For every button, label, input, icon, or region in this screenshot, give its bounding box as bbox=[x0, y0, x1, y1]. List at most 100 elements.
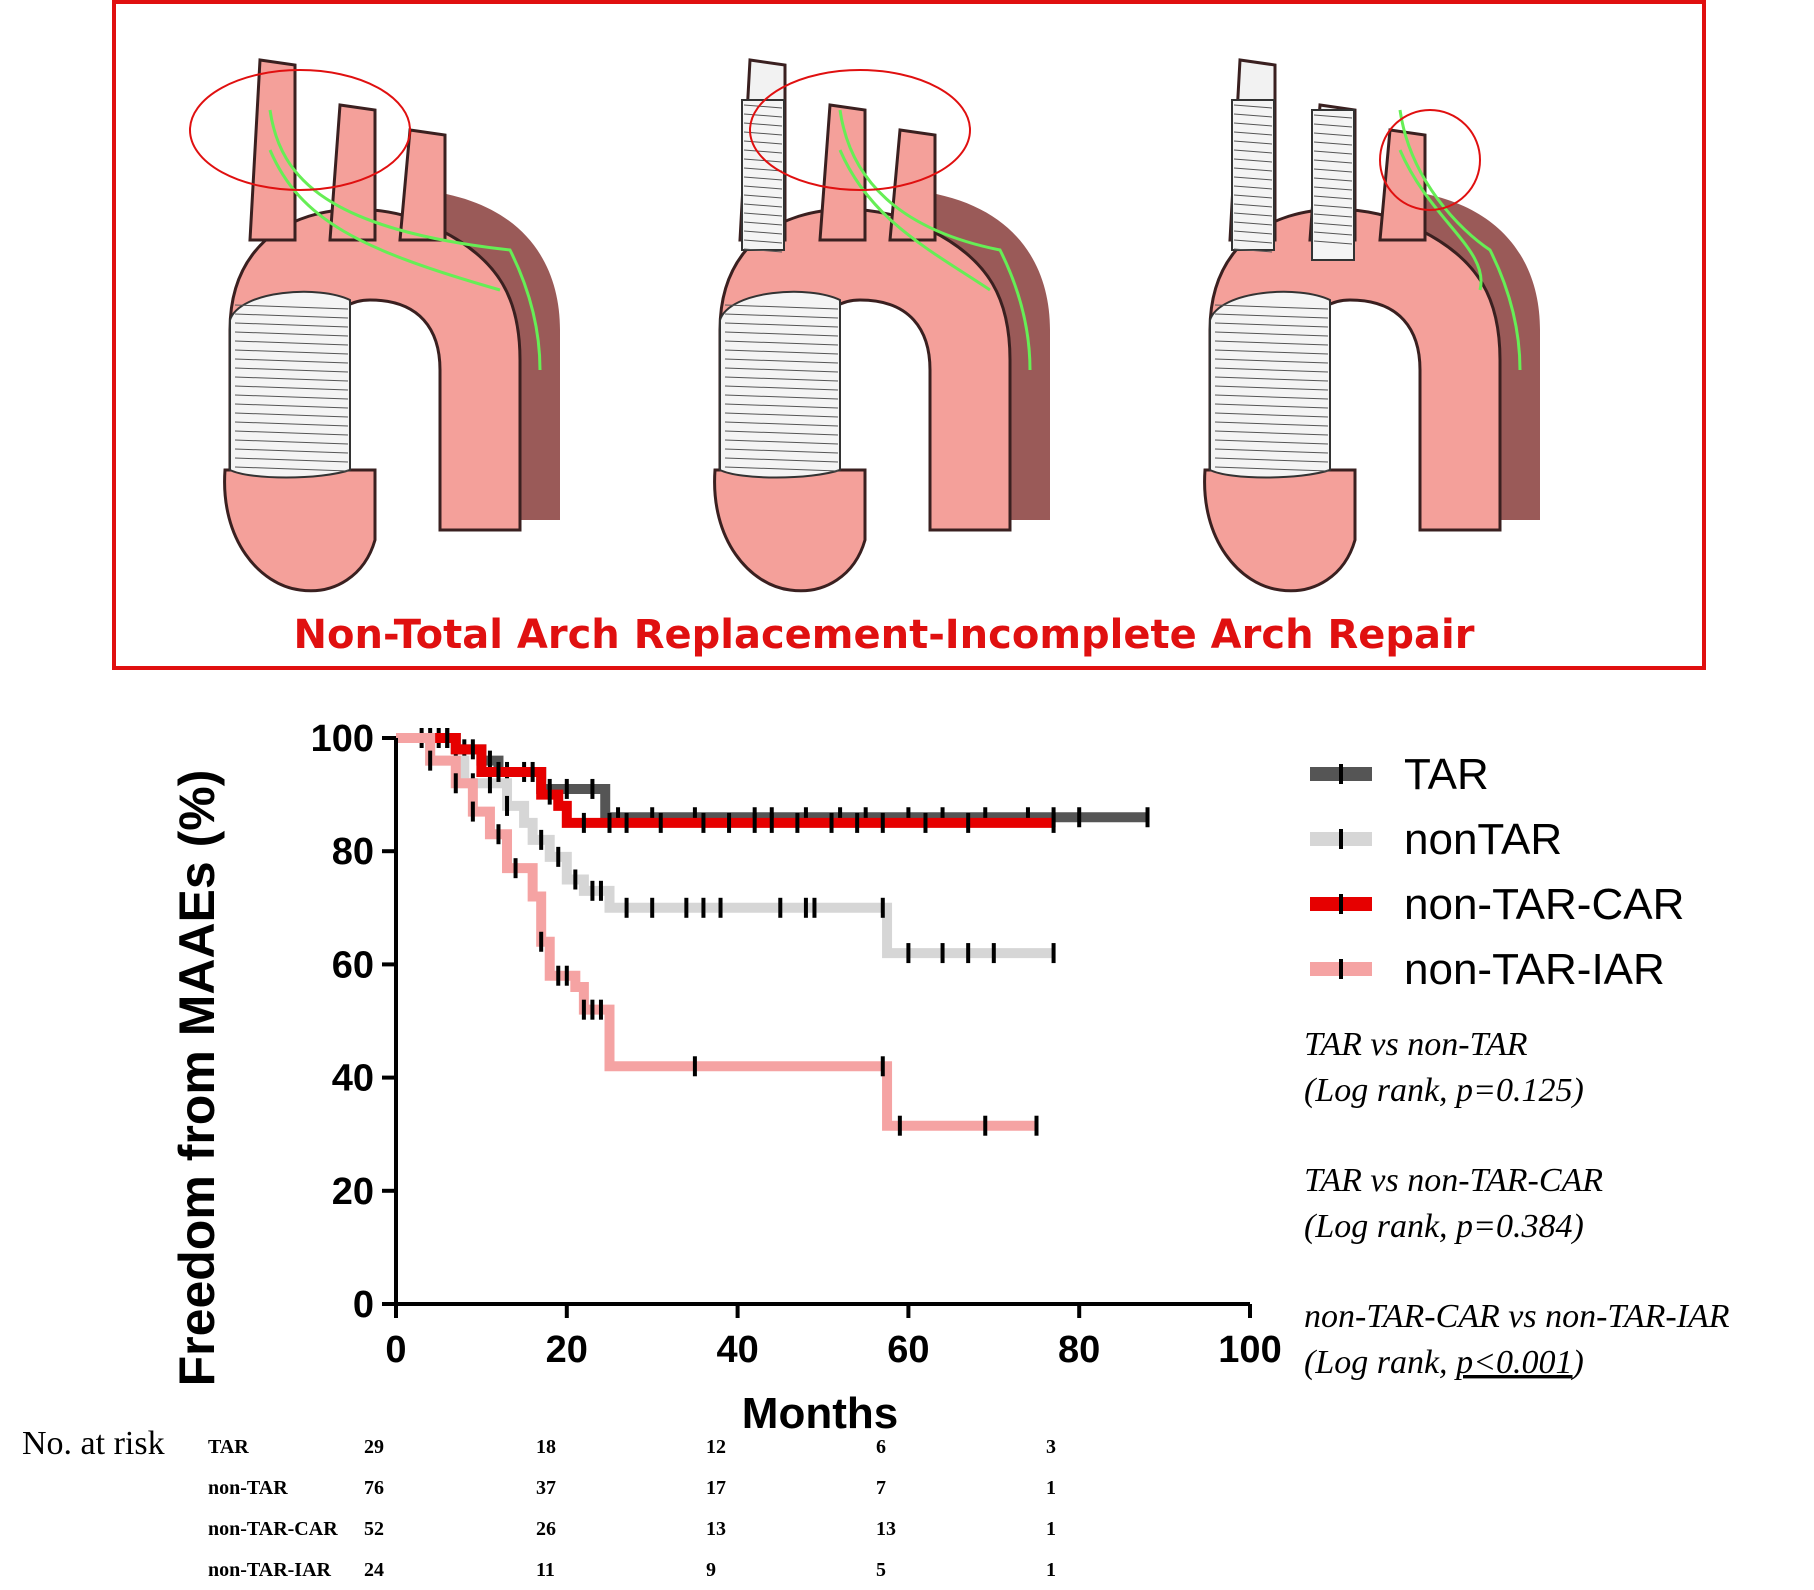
annotation-result: (Log rank, p<0.001) bbox=[1304, 1344, 1584, 1381]
graft-ring bbox=[234, 394, 349, 400]
aorta-diagrams bbox=[189, 58, 1540, 593]
arch-branch bbox=[248, 58, 297, 242]
branch-graft-ring bbox=[1233, 176, 1273, 181]
arch-branch bbox=[818, 103, 867, 242]
x-tick-label: 60 bbox=[887, 1329, 929, 1371]
graft-ring bbox=[1214, 394, 1329, 400]
branch-graft-ring bbox=[743, 203, 783, 208]
highlight-circle bbox=[749, 69, 971, 191]
y-axis: 0 20 40 60 80 100 bbox=[311, 718, 398, 1326]
branch-graft-ring bbox=[743, 239, 783, 244]
graft bbox=[229, 290, 351, 479]
branch-graft-ring bbox=[1233, 113, 1273, 118]
branch-graft-ring bbox=[1233, 167, 1273, 172]
annotation-prefix: (Log rank, bbox=[1304, 1344, 1456, 1381]
graft-ring bbox=[724, 412, 839, 418]
x-tick-label: 100 bbox=[1218, 1329, 1281, 1371]
graft-ring bbox=[1214, 457, 1329, 463]
aorta-diagram-2 bbox=[713, 58, 1050, 593]
flow-arrow bbox=[268, 149, 501, 292]
branch-graft-ring bbox=[1233, 131, 1273, 136]
legend: TAR nonTAR non-TAR-CAR non-TAR-IAR bbox=[1310, 750, 1684, 994]
branch-graft-ring bbox=[1313, 222, 1353, 227]
graft-ring bbox=[724, 304, 839, 310]
branch-graft-ring bbox=[743, 212, 783, 217]
branch-graft-ring bbox=[1233, 248, 1273, 253]
graft bbox=[719, 99, 841, 479]
x-tick-label: 20 bbox=[546, 1329, 588, 1371]
graft-ring bbox=[1214, 304, 1329, 310]
graft-ring bbox=[1214, 367, 1329, 373]
branch-graft-ring bbox=[743, 104, 783, 109]
legend-item-TAR: TAR bbox=[1310, 750, 1489, 799]
branch-graft-ring bbox=[743, 140, 783, 145]
graft-ring bbox=[1214, 358, 1329, 364]
annotation-result: (Log rank, p=0.125) bbox=[1304, 1072, 1584, 1109]
graft-ring bbox=[724, 358, 839, 364]
y-tick-label: 60 bbox=[332, 944, 374, 986]
legend-label: non-TAR-IAR bbox=[1404, 945, 1665, 994]
legend-label: TAR bbox=[1404, 750, 1489, 799]
graft bbox=[1209, 99, 1355, 479]
y-tick-label: 40 bbox=[332, 1058, 374, 1100]
legend-label: nonTAR bbox=[1404, 815, 1562, 864]
graft-ring bbox=[234, 448, 349, 454]
graft-ring bbox=[1214, 430, 1329, 436]
legend-label: non-TAR-CAR bbox=[1404, 880, 1684, 929]
flow-arrow bbox=[838, 109, 1032, 371]
branch-graft-ring bbox=[1313, 177, 1353, 182]
graft-ring bbox=[234, 340, 349, 346]
series-non-TAR-IAR bbox=[396, 733, 1039, 1136]
y-tick-label: 80 bbox=[332, 831, 374, 873]
graft-ring bbox=[724, 385, 839, 391]
series-line-non-TAR-CAR bbox=[396, 733, 1054, 828]
branch-graft-ring bbox=[743, 221, 783, 226]
branch-graft-ring bbox=[1233, 203, 1273, 208]
branch-graft-ring bbox=[1313, 168, 1353, 173]
x-axis: 0 20 40 60 80 100 bbox=[385, 1302, 1282, 1371]
graft-ring bbox=[1214, 466, 1329, 472]
graft-ring bbox=[724, 367, 839, 373]
branch-graft-ring bbox=[1233, 185, 1273, 190]
graft-ring bbox=[234, 313, 349, 319]
flow-arrow bbox=[1398, 109, 1522, 371]
graft-ring bbox=[724, 430, 839, 436]
graft-ring bbox=[234, 385, 349, 391]
graft-ring bbox=[234, 367, 349, 373]
graft-ring bbox=[234, 439, 349, 445]
graft-ring bbox=[724, 439, 839, 445]
annotation-result: (Log rank, p=0.384) bbox=[1304, 1208, 1584, 1245]
graft-ring bbox=[234, 466, 349, 472]
aortic-root bbox=[223, 468, 377, 593]
annotation-comparison: TAR vs non-TAR-CAR bbox=[1304, 1162, 1603, 1199]
y-axis-label: Freedom from MAAEs (%) bbox=[169, 770, 225, 1387]
series-line-non-TAR-IAR bbox=[396, 733, 1037, 1131]
branch-graft-ring bbox=[1233, 221, 1273, 226]
branch-graft-ring bbox=[1233, 149, 1273, 154]
graft-ring bbox=[724, 322, 839, 328]
x-tick-label: 0 bbox=[385, 1329, 406, 1371]
graft-ring bbox=[234, 412, 349, 418]
branch-graft-ring bbox=[1313, 231, 1353, 236]
branch-graft-ring bbox=[1313, 204, 1353, 209]
branch-graft-ring bbox=[743, 230, 783, 235]
annotation-pvalue: p<0.001 bbox=[1454, 1344, 1572, 1381]
x-tick-label: 80 bbox=[1058, 1329, 1100, 1371]
graft-ring bbox=[1214, 322, 1329, 328]
y-tick-label: 20 bbox=[332, 1171, 374, 1213]
graft-ring bbox=[234, 457, 349, 463]
graft-ring bbox=[234, 358, 349, 364]
branch-graft-ring bbox=[1313, 213, 1353, 218]
graft-ring bbox=[724, 376, 839, 382]
plot-area bbox=[396, 728, 1150, 1136]
legend-item-nonTAR: nonTAR bbox=[1310, 815, 1562, 864]
branch-graft-ring bbox=[1313, 195, 1353, 200]
annotation: TAR vs non-TAR (Log rank, p=0.125) bbox=[1304, 1026, 1584, 1109]
branch-graft-ring bbox=[1313, 159, 1353, 164]
annotation: non-TAR-CAR vs non-TAR-IAR (Log rank, p<0… bbox=[1304, 1298, 1730, 1381]
repair-illustration: Non-Total Arch Replacement-Incomplete Ar… bbox=[112, 0, 1706, 670]
flow-arrow bbox=[838, 149, 991, 292]
branch-graft-ring bbox=[1233, 158, 1273, 163]
graft-ring bbox=[234, 376, 349, 382]
annotation-suffix: ) bbox=[1571, 1344, 1584, 1381]
